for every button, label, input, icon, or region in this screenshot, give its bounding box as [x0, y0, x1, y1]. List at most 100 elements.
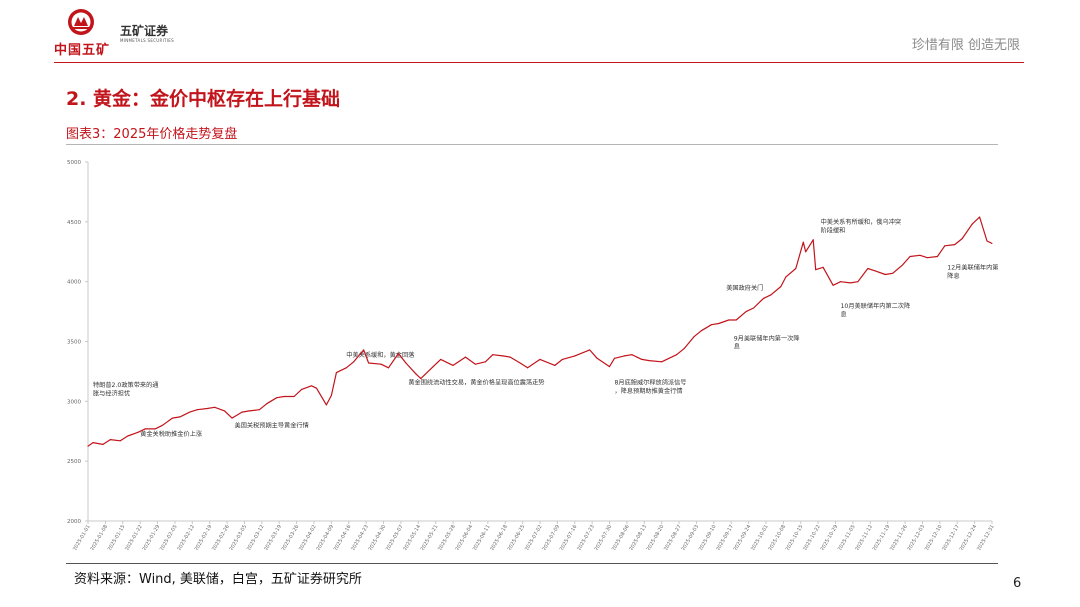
y-tick-label: 2500	[67, 459, 81, 465]
price-point	[961, 238, 963, 240]
china-minmetals-emblem-icon	[68, 9, 94, 35]
x-tick-label: 2025-06-04	[454, 524, 474, 550]
price-point	[728, 319, 730, 321]
price-point	[464, 356, 467, 358]
price-point	[420, 378, 422, 380]
x-tick-label: 2025-04-16	[333, 524, 353, 550]
price-point	[231, 417, 233, 419]
x-tick-label: 2025-11-05	[837, 524, 857, 550]
x-tick-label: 2025-03-19	[263, 524, 283, 550]
x-tick-label: 2025-01-29	[142, 524, 162, 550]
price-point	[596, 357, 598, 359]
price-point	[248, 410, 250, 412]
price-point	[753, 307, 755, 309]
price-point	[574, 355, 576, 357]
x-tick-label: 2025-06-25	[507, 524, 527, 550]
price-point	[683, 348, 685, 350]
price-point	[189, 411, 191, 413]
x-tick-label: 2025-02-12	[176, 524, 196, 550]
x-tick-label: 2025-07-02	[524, 524, 544, 550]
x-tick-label: 2025-05-28	[437, 524, 457, 550]
x-tick-label: 2025-01-08	[89, 524, 109, 550]
annotation-text: 黄金关税助推金价上涨	[140, 430, 202, 438]
x-tick-label: 2025-07-23	[576, 524, 596, 550]
price-point	[631, 354, 633, 356]
x-tick-label: 2025-06-11	[472, 524, 492, 550]
price-point	[345, 367, 347, 369]
price-point	[805, 251, 807, 253]
x-tick-label: 2025-09-03	[680, 524, 700, 550]
price-point	[154, 428, 156, 430]
price-point	[171, 417, 173, 419]
x-tick-label: 2025-12-17	[941, 524, 961, 550]
price-point	[648, 360, 650, 362]
x-tick-label: 2025-09-17	[715, 524, 735, 550]
price-point	[258, 409, 260, 411]
x-tick-label: 2025-02-05	[159, 524, 179, 550]
price-point	[892, 272, 894, 274]
price-point	[363, 349, 365, 351]
price-point	[484, 361, 486, 363]
x-tick-label: 2025-03-26	[281, 524, 301, 550]
price-point	[926, 257, 928, 259]
price-point	[849, 282, 851, 284]
x-tick-label: 2025-12-03	[906, 524, 926, 550]
y-tick-label: 2000	[67, 519, 81, 525]
price-point	[874, 270, 876, 272]
x-tick-label: 2025-11-19	[872, 524, 892, 550]
price-point	[608, 366, 611, 368]
annotation-text: 9月美联储年内第一次降息	[734, 334, 800, 350]
price-point	[944, 245, 946, 247]
price-point	[812, 239, 814, 241]
price-point	[919, 254, 921, 256]
price-point	[109, 439, 111, 441]
header-divider	[54, 62, 1024, 63]
y-tick-label: 4000	[67, 280, 81, 286]
x-tick-label: 2025-02-26	[211, 524, 231, 550]
x-tick-label: 2025-08-27	[663, 524, 683, 550]
price-point	[613, 357, 616, 359]
price-point	[353, 361, 355, 363]
price-point	[822, 266, 824, 268]
price-point	[415, 373, 417, 375]
price-point	[315, 387, 318, 389]
price-point	[224, 410, 226, 412]
annotation-text: 美国关税预期主导黄金行情	[235, 422, 309, 430]
price-point	[539, 358, 541, 360]
securities-name: 五矿证券	[120, 24, 169, 38]
price-point	[971, 223, 973, 225]
x-tick-label: 2025-07-30	[594, 524, 614, 550]
price-point	[161, 424, 164, 426]
price-point	[770, 294, 772, 296]
price-point	[293, 395, 295, 398]
price-point	[519, 362, 521, 364]
price-point	[387, 367, 390, 369]
price-point	[283, 395, 285, 398]
price-point	[884, 273, 886, 276]
price-point	[509, 356, 511, 358]
figure-divider	[66, 144, 998, 145]
y-tick-label: 5000	[67, 160, 81, 166]
source-note: 资料来源：Wind, 美联储，白宫，五矿证券研究所	[74, 572, 362, 587]
price-point	[991, 242, 993, 244]
price-point	[561, 358, 563, 360]
price-point	[936, 255, 938, 258]
annotation-text: 12月美联储年内第三次降息	[947, 264, 998, 280]
price-point	[380, 363, 382, 365]
price-point	[127, 435, 129, 437]
x-tick-label: 2025-05-14	[402, 524, 422, 550]
price-point	[144, 428, 146, 430]
gold-price-line-chart: 20002500300035004000450050002025-01-0120…	[67, 160, 998, 550]
price-point	[839, 281, 842, 283]
price-point	[986, 240, 988, 242]
price-point	[700, 330, 702, 332]
x-tick-label: 2025-12-10	[924, 524, 944, 550]
x-tick-label: 2025-03-12	[246, 524, 266, 550]
price-point	[266, 403, 268, 405]
x-tick-label: 2025-08-06	[611, 524, 631, 550]
price-point	[405, 362, 407, 364]
price-point	[179, 416, 181, 418]
price-point	[909, 255, 911, 258]
price-point	[661, 361, 663, 363]
price-point	[857, 281, 859, 283]
